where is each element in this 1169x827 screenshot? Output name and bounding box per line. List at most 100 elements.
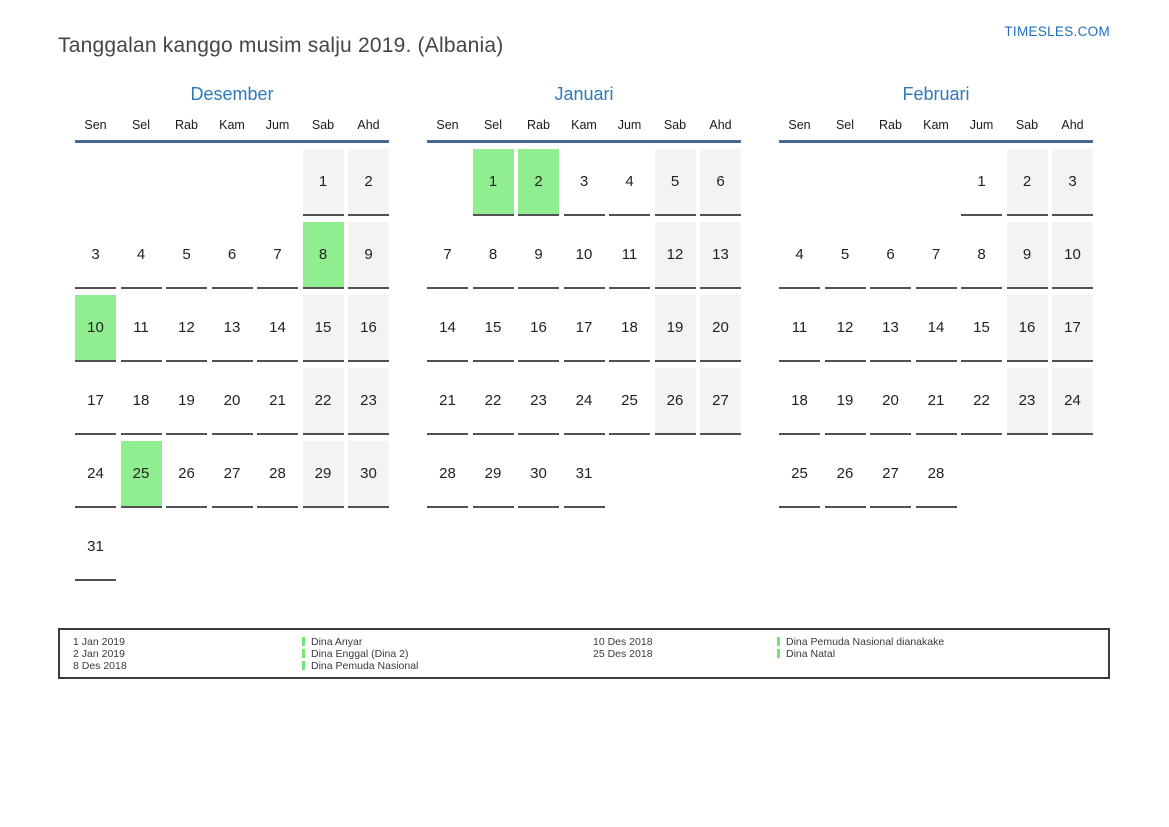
day-cell: 28 [257, 441, 298, 508]
empty-cell [166, 149, 207, 216]
empty-cell [870, 149, 911, 216]
day-cell: 12 [166, 295, 207, 362]
weekday-label: Sab [1015, 118, 1039, 132]
empty-cell [121, 149, 162, 216]
day-cell: 4 [779, 222, 820, 289]
day-cell: 21 [257, 368, 298, 435]
day-cell: 23 [1006, 368, 1048, 435]
empty-cell [212, 514, 253, 581]
weekday-label: Rab [879, 118, 902, 132]
day-cell: 18 [779, 368, 820, 435]
legend-holiday-name: Dina Natal [786, 648, 836, 660]
day-cell: 1 [961, 149, 1002, 216]
day-cell: 19 [166, 368, 207, 435]
weekday-label: Ahd [357, 118, 380, 132]
day-cell: 17 [1052, 295, 1093, 362]
day-cell: 13 [870, 295, 911, 362]
day-cell: 11 [120, 295, 162, 362]
day-cell: 14 [427, 295, 468, 362]
legend-color-bar [777, 637, 780, 646]
day-cell: 13 [211, 295, 253, 362]
legend-entry: Dina Natal [777, 648, 944, 660]
month-title: Januari [554, 84, 614, 104]
day-cell: 20 [700, 295, 741, 362]
day-cell: 12 [824, 295, 866, 362]
day-cell: 3 [563, 149, 605, 216]
month-title: Desember [190, 84, 274, 104]
day-cell: 9 [1006, 222, 1048, 289]
day-cell: 19 [654, 295, 696, 362]
day-cell: 7 [915, 222, 957, 289]
weekday-label: Kam [923, 118, 949, 132]
empty-cell [257, 149, 298, 216]
day-cell: 13 [700, 222, 741, 289]
empty-cell [655, 441, 696, 508]
empty-cell [700, 441, 741, 508]
holiday-day-cell: 8 [302, 222, 344, 289]
day-cell: 10 [563, 222, 605, 289]
empty-cell [609, 441, 650, 508]
day-cell: 4 [120, 222, 162, 289]
day-cell: 17 [75, 368, 116, 435]
empty-cell [961, 441, 1002, 508]
day-cell: 3 [1052, 149, 1093, 216]
day-cell: 11 [779, 295, 820, 362]
day-cell: 11 [609, 222, 650, 289]
day-cell: 28 [427, 441, 468, 508]
day-cell: 15 [961, 295, 1002, 362]
day-cell: 4 [609, 149, 650, 216]
day-cell: 29 [472, 441, 514, 508]
day-cell: 28 [915, 441, 957, 508]
day-cell: 30 [518, 441, 559, 508]
legend-dates-left: 1 Jan 2019 2 Jan 2019 8 Des 2018 [73, 636, 302, 672]
weekday-header-row: Sen Sel Rab Kam Jum Sab Ahd [427, 118, 741, 132]
day-cell: 26 [654, 368, 696, 435]
empty-cell [348, 514, 389, 581]
weekday-label: Sel [483, 118, 503, 132]
day-cell: 2 [348, 149, 389, 216]
empty-cell [1007, 441, 1048, 508]
day-cell: 5 [166, 222, 207, 289]
day-cell: 24 [75, 441, 116, 508]
weekday-label: Sen [84, 118, 107, 132]
legend-holiday-name: Dina Pemuda Nasional dianakake [786, 636, 945, 648]
day-cell: 5 [824, 222, 866, 289]
weekday-label: Sel [131, 118, 151, 132]
weekday-header-row: Sen Sel Rab Kam Jum Sab Ahd [779, 118, 1093, 132]
month-title: Februari [902, 84, 970, 104]
empty-cell [916, 149, 957, 216]
legend-color-bar [777, 649, 780, 658]
legend-names-left: Dina Anyar Dina Enggal (Dina 2) Dina Pemud… [302, 636, 593, 672]
month-desember: Desember Sen Sel Rab Kam Jum Sab Ahd 1 2 3 4 5 6 7 8 9 10… [75, 85, 389, 581]
day-cell: 14 [915, 295, 957, 362]
weekday-label: Jum [969, 118, 994, 132]
holiday-day-cell: 25 [120, 441, 162, 508]
day-cell: 9 [518, 222, 559, 289]
legend-date: 10 Des 2018 [593, 636, 653, 648]
day-cell: 2 [1006, 149, 1048, 216]
month-februari: Februari Sen Sel Rab Kam Jum Sab Ahd 1 2 3 4 5 6 7 8 9 10… [779, 85, 1093, 581]
legend-box: 1 Jan 2019 2 Jan 2019 8 Des 2018 Dina Anya… [58, 628, 1110, 679]
empty-cell [257, 514, 298, 581]
day-cell: 15 [302, 295, 344, 362]
legend-names-right: Dina Pemuda Nasional dianakake Dina Natal [777, 636, 944, 660]
days-grid: 1 2 3 4 5 6 7 8 9 10 11 12 13 14 15 16 17 18 19 20 21 22 23 24 2… [427, 149, 741, 508]
day-cell: 17 [563, 295, 605, 362]
empty-cell [779, 149, 820, 216]
legend-date: 8 Des 2018 [73, 660, 127, 672]
site-link[interactable]: TIMESLES.COM [1004, 24, 1110, 39]
day-cell: 20 [870, 368, 911, 435]
day-cell: 16 [348, 295, 389, 362]
weekday-label: Jum [265, 118, 290, 132]
weekday-divider-line [779, 140, 1093, 143]
day-cell: 24 [563, 368, 605, 435]
empty-cell [166, 514, 207, 581]
legend-entry: Dina Pemuda Nasional dianakake [777, 636, 944, 648]
weekday-label: Kam [571, 118, 597, 132]
month-januari: Januari Sen Sel Rab Kam Jum Sab Ahd 1 2 3 4 5 6 7 8 9 10 1… [427, 85, 741, 581]
day-cell: 6 [870, 222, 911, 289]
day-cell: 24 [1052, 368, 1093, 435]
day-cell: 3 [75, 222, 116, 289]
day-cell: 8 [472, 222, 514, 289]
day-cell: 22 [472, 368, 514, 435]
